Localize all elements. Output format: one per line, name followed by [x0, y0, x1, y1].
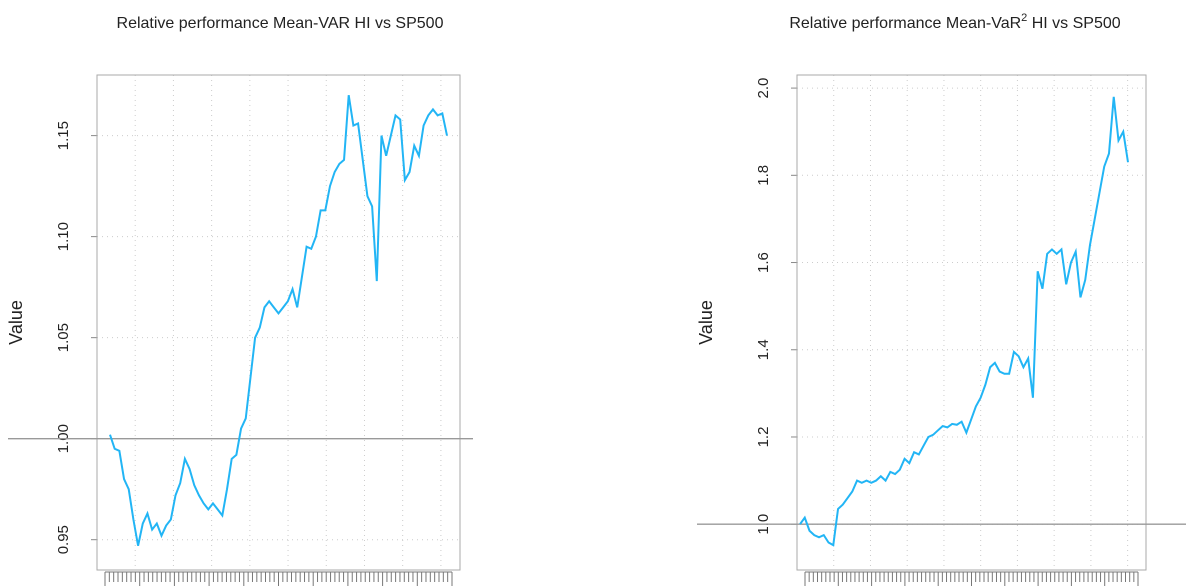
data-line [799, 96, 1129, 547]
chart-title: Relative performance Mean-VAR HI vs SP50… [117, 15, 444, 32]
y-tick-label: 1.4 [755, 339, 772, 360]
y-axis-label: Value [6, 300, 26, 345]
y-axis-label: Value [696, 300, 716, 345]
y-tick-label: 1.6 [755, 252, 772, 273]
y-tick-label: 1.8 [755, 165, 772, 186]
y-tick-label: 1.2 [755, 427, 772, 448]
y-tick-label: 1.15 [55, 121, 72, 150]
plot-frame [96, 74, 461, 571]
y-tick-label: 0.95 [55, 525, 72, 554]
y-tick-label: 1.10 [55, 222, 72, 251]
title-superscript: 2 [1021, 12, 1027, 24]
title-part: HI vs SP500 [1027, 15, 1120, 32]
title-part: Relative performance Mean-VaR [789, 15, 1021, 32]
chart-title: Relative performance Mean-VaR2 HI vs SP5… [789, 12, 1120, 32]
plot-frame [796, 74, 1147, 571]
y-tick-label: 2.0 [755, 78, 772, 99]
y-tick-label: 1.05 [55, 323, 72, 352]
data-line [109, 95, 448, 546]
